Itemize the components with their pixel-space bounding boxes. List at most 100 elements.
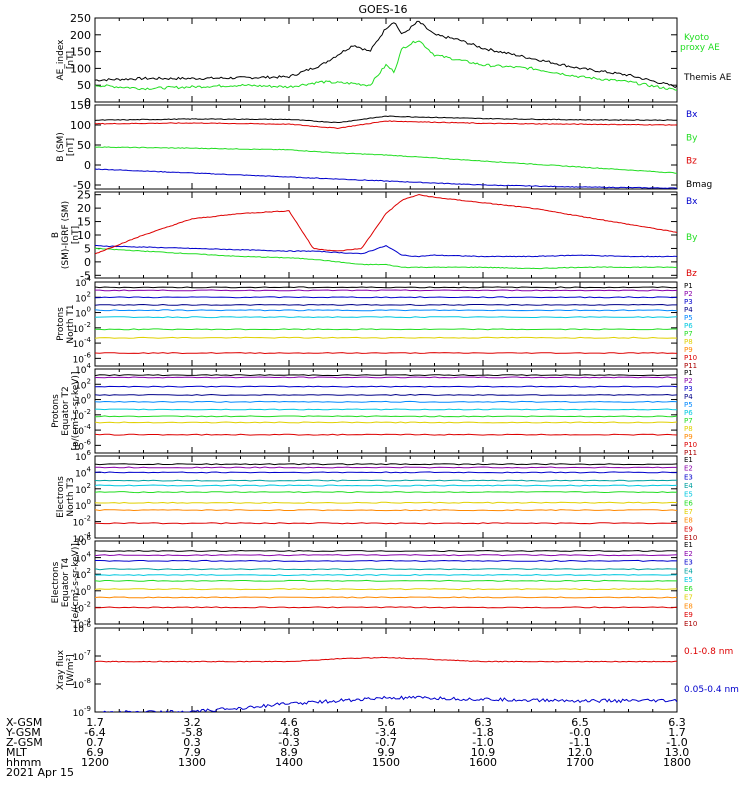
- series-line-p1: [95, 374, 677, 377]
- legend-label: P9: [684, 346, 693, 354]
- y-axis-label: North T3: [66, 477, 76, 516]
- series-line-e1: [95, 549, 677, 553]
- footer-row-value: 12.0: [568, 746, 593, 759]
- legend-label: P11: [684, 362, 697, 370]
- legend-label: P11: [684, 449, 697, 457]
- footer-row-value: 1.7: [86, 716, 104, 729]
- legend-label: Bz: [686, 269, 697, 279]
- legend-label: E8: [684, 517, 693, 525]
- y-tick-label: 104: [75, 362, 91, 376]
- y-tick-label: 10-4: [73, 336, 92, 350]
- series-line-p10: [95, 352, 677, 355]
- y-axis-label: [e/(cm²-s-sr-keV)]: [71, 543, 81, 622]
- y-tick-label: 10-2: [73, 515, 91, 529]
- y-axis-label: B: [51, 232, 61, 238]
- series-line-p3: [95, 385, 677, 388]
- y-tick-label: 104: [75, 551, 91, 565]
- footer-row-value: 9.9: [377, 746, 395, 759]
- series-line-p6: [95, 316, 677, 319]
- y-tick-label: 10-4: [73, 423, 92, 437]
- y-tick-label: 100: [75, 498, 91, 512]
- series-group: [95, 193, 677, 270]
- footer-row-label: Z-GSM: [6, 736, 43, 749]
- legend-label: E3: [684, 473, 693, 481]
- y-axis-label: [nT]: [71, 226, 81, 244]
- legend-label: 0.1-0.8 nm: [684, 647, 733, 657]
- legend-label: E4: [684, 567, 693, 575]
- y-tick-label: 15: [77, 216, 91, 229]
- footer-row-value: 6.9: [86, 746, 104, 759]
- series-line-p2: [95, 376, 677, 379]
- footer-row-value: -5.8: [181, 726, 202, 739]
- y-tick-label: -5: [80, 269, 91, 282]
- series-line-e6: [95, 579, 677, 582]
- series-line-e8: [95, 509, 677, 512]
- series-line-p3: [95, 296, 677, 299]
- series-group: [95, 374, 677, 436]
- series-line-e9: [95, 606, 677, 609]
- legend-label: E5: [684, 491, 693, 499]
- footer-row-value: 6.5: [571, 716, 589, 729]
- legend-label: proxy AE: [680, 43, 720, 53]
- y-tick-label: 10-2: [73, 321, 91, 335]
- x-axis-footer: X-GSM 1.7 3.2 4.6 5.6 6.3 6.5 6.3 Y-GSM -6.4 -5.8 -…: [5, 716, 691, 779]
- y-axis-label: North T1: [66, 304, 76, 343]
- legend-label: Themis AE: [683, 73, 732, 83]
- series-line-p4: [95, 393, 677, 396]
- legend-label: E4: [684, 482, 693, 490]
- series-line-0-1-0-8-nm: [95, 656, 677, 663]
- legend-label: P10: [684, 441, 697, 449]
- footer-row-value: 1300: [178, 756, 206, 769]
- y-tick-label: 20: [77, 202, 91, 215]
- legend-label: P2: [684, 290, 693, 298]
- footer-row-value: 6.3: [668, 716, 686, 729]
- footer-row-value: -1.0: [472, 736, 493, 749]
- series-line-kyoto-proxy-ae: [95, 40, 677, 91]
- footer-row-value: 1700: [566, 756, 594, 769]
- footer-row-label: X-GSM: [6, 716, 42, 729]
- y-axis-label: Equator T4: [61, 558, 71, 608]
- y-tick-label: 150: [70, 99, 91, 112]
- series-line-e8: [95, 596, 677, 599]
- legend-label: 0.05-0.4 nm: [684, 685, 739, 695]
- footer-row-value: 10.9: [471, 746, 496, 759]
- y-axis-label: Electrons: [56, 476, 66, 518]
- series-line-by: [95, 247, 677, 270]
- y-tick-label: 200: [70, 29, 91, 42]
- y-tick-label: 10-6: [73, 621, 92, 635]
- legend-label: P7: [684, 330, 693, 338]
- series-line-p5: [95, 400, 677, 403]
- y-tick-label: 10-2: [73, 600, 91, 614]
- series-line-bz: [95, 120, 677, 130]
- y-tick-label: 100: [75, 306, 91, 320]
- y-tick-label: 102: [75, 567, 91, 581]
- series-group: [95, 549, 677, 609]
- panel-frame: [94, 104, 678, 190]
- panel-2: -50 0 50 100 150 B (SM) [nT] Bx By Bz Bmag: [56, 99, 712, 192]
- panel-frame: [94, 191, 678, 279]
- series-line-e3: [95, 559, 677, 562]
- series-line-p5: [95, 309, 677, 312]
- series-group: [95, 115, 677, 189]
- y-tick-label: 0: [84, 256, 91, 269]
- panel-frame: [94, 17, 678, 103]
- series-line-0-05-0-4-nm: [98, 695, 677, 712]
- footer-row-value: 3.2: [183, 716, 201, 729]
- footer-row-value: 0.3: [183, 736, 201, 749]
- series-line-p1: [95, 286, 677, 289]
- legend-label: E2: [684, 465, 693, 473]
- series-line-e4: [95, 479, 677, 482]
- legend-label: E10: [684, 534, 697, 542]
- footer-row-value: -1.8: [472, 726, 493, 739]
- series-line-e7: [95, 588, 677, 591]
- legend-label: E9: [684, 611, 693, 619]
- series-line-e5: [95, 573, 677, 577]
